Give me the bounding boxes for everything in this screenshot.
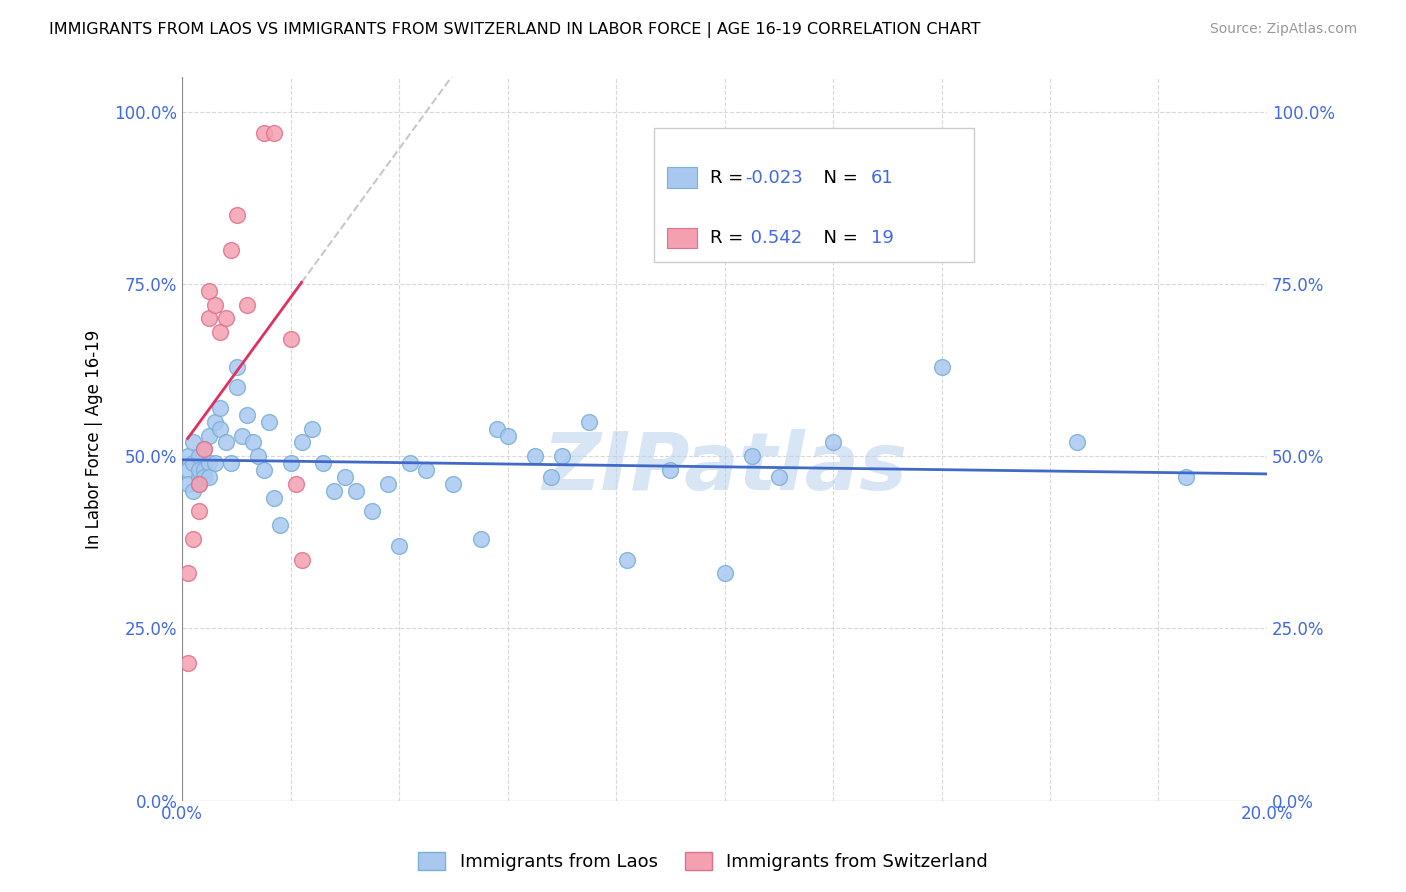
Point: [333, 470, 356, 484]
Point: [181, 483, 204, 498]
Point: [768, 470, 790, 484]
Point: [198, 311, 221, 326]
Point: [741, 449, 763, 463]
Text: ZIPatlas: ZIPatlas: [543, 429, 907, 507]
Point: [257, 415, 280, 429]
Point: [209, 422, 232, 436]
Point: [280, 456, 302, 470]
Point: [821, 435, 844, 450]
Point: [204, 298, 226, 312]
Point: [1066, 435, 1088, 450]
Point: [181, 456, 204, 470]
Text: 61: 61: [870, 169, 894, 186]
Point: [323, 483, 346, 498]
Point: [198, 284, 221, 298]
Point: [193, 442, 215, 457]
Point: [551, 449, 574, 463]
Point: [931, 359, 953, 374]
Point: [441, 476, 464, 491]
Point: [659, 463, 682, 477]
Text: 19: 19: [870, 228, 894, 247]
Point: [344, 483, 367, 498]
Legend: Immigrants from Laos, Immigrants from Switzerland: Immigrants from Laos, Immigrants from Sw…: [411, 845, 995, 879]
Point: [193, 463, 215, 477]
Point: [399, 456, 422, 470]
Point: [1174, 470, 1197, 484]
Point: [209, 401, 232, 415]
Point: [198, 456, 221, 470]
Point: [377, 476, 399, 491]
Text: -0.023: -0.023: [745, 169, 803, 186]
Point: [263, 126, 285, 140]
Point: [225, 359, 247, 374]
Point: [578, 415, 600, 429]
Point: [209, 326, 232, 340]
Point: [176, 566, 198, 581]
Point: [198, 428, 221, 442]
Point: [187, 476, 209, 491]
Point: [713, 566, 735, 581]
Point: [187, 463, 209, 477]
Point: [312, 456, 335, 470]
Point: [187, 504, 209, 518]
Point: [219, 243, 242, 257]
Point: [616, 552, 638, 566]
Point: [290, 552, 312, 566]
FancyBboxPatch shape: [666, 168, 697, 187]
Point: [187, 476, 209, 491]
Point: [176, 656, 198, 670]
Point: [252, 463, 274, 477]
Point: [204, 415, 226, 429]
Point: [252, 126, 274, 140]
Point: [187, 470, 209, 484]
Point: [219, 456, 242, 470]
Y-axis label: In Labor Force | Age 16-19: In Labor Force | Age 16-19: [86, 329, 103, 549]
Point: [176, 449, 198, 463]
Text: R =: R =: [710, 228, 749, 247]
Text: IMMIGRANTS FROM LAOS VS IMMIGRANTS FROM SWITZERLAND IN LABOR FORCE | AGE 16-19 C: IMMIGRANTS FROM LAOS VS IMMIGRANTS FROM …: [49, 22, 981, 38]
Point: [176, 476, 198, 491]
Point: [236, 408, 259, 422]
Point: [181, 532, 204, 546]
Point: [496, 428, 519, 442]
Point: [523, 449, 546, 463]
Point: [225, 208, 247, 222]
Point: [231, 428, 253, 442]
Point: [214, 435, 236, 450]
Text: R =: R =: [710, 169, 749, 186]
Text: N =: N =: [813, 169, 863, 186]
Point: [285, 476, 308, 491]
Text: Source: ZipAtlas.com: Source: ZipAtlas.com: [1209, 22, 1357, 37]
Point: [263, 491, 285, 505]
Point: [361, 504, 384, 518]
Point: [242, 435, 264, 450]
Text: 0.542: 0.542: [745, 228, 803, 247]
Point: [236, 298, 259, 312]
Point: [176, 463, 198, 477]
Point: [193, 442, 215, 457]
Point: [540, 470, 562, 484]
Point: [181, 435, 204, 450]
Point: [269, 518, 291, 533]
Point: [415, 463, 437, 477]
Point: [187, 449, 209, 463]
Point: [280, 332, 302, 346]
FancyBboxPatch shape: [666, 227, 697, 248]
Point: [204, 456, 226, 470]
Point: [388, 539, 411, 553]
Point: [198, 470, 221, 484]
Point: [193, 470, 215, 484]
Point: [247, 449, 270, 463]
Point: [301, 422, 323, 436]
FancyBboxPatch shape: [654, 128, 974, 262]
Point: [470, 532, 492, 546]
Point: [214, 311, 236, 326]
Point: [290, 435, 312, 450]
Point: [225, 380, 247, 394]
Text: N =: N =: [813, 228, 863, 247]
Point: [485, 422, 508, 436]
